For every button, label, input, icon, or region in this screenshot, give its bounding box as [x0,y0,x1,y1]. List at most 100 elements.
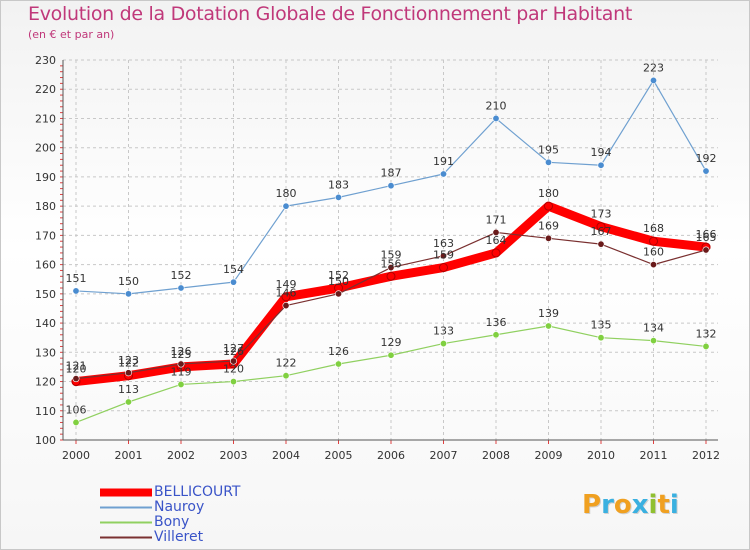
data-point-bellicourt [281,292,291,302]
x-tick-label: 2008 [482,449,510,462]
logo-letter: P [582,490,602,520]
data-label-nauroy: 183 [328,178,349,191]
data-label-bellicourt: 168 [643,222,664,235]
data-label-bony: 132 [696,327,717,340]
data-point-villeret [334,290,342,298]
data-label-bony: 133 [433,325,454,338]
data-point-villeret [544,234,552,242]
data-point-bony [125,398,133,406]
data-point-nauroy [177,284,185,292]
data-label-bellicourt: 166 [696,228,717,241]
y-tick-label: 200 [35,142,56,155]
logo-letter: i [669,490,679,520]
data-label-bellicourt: 159 [433,249,454,262]
data-point-bony [597,334,605,342]
x-tick-label: 2002 [167,449,195,462]
chart-title: Evolution de la Dotation Globale de Fonc… [28,3,633,25]
data-point-villeret [72,375,80,383]
data-label-villeret: 160 [643,246,664,259]
data-point-bony [230,378,238,386]
data-label-bellicourt: 126 [223,345,244,358]
data-point-bony [544,322,552,330]
y-tick-label: 120 [35,376,56,389]
data-label-villeret: 127 [223,342,244,355]
legend-label: Nauroy [154,499,205,515]
data-label-nauroy: 180 [276,187,297,200]
data-label-bony: 139 [538,307,559,320]
legend-swatch [100,506,152,509]
data-point-nauroy [282,202,290,210]
data-label-villeret: 167 [591,225,612,238]
data-label-bellicourt: 173 [591,208,612,221]
legend-item-nauroy: Nauroy [100,500,240,515]
data-point-bony [72,418,80,426]
data-point-bony [702,342,710,350]
data-label-nauroy: 150 [118,275,139,288]
data-point-nauroy [439,170,447,178]
data-label-bony: 134 [643,322,664,335]
data-label-bellicourt: 125 [171,348,192,361]
data-point-bony [334,360,342,368]
data-label-nauroy: 187 [381,167,402,180]
data-label-villeret: 150 [328,275,349,288]
data-label-bony: 113 [118,383,139,396]
y-tick-label: 160 [35,259,56,272]
data-label-nauroy: 223 [643,61,664,74]
data-label-villeret: 121 [66,360,87,373]
data-point-nauroy [597,161,605,169]
data-point-bellicourt [439,263,448,273]
x-tick-label: 2004 [272,449,300,462]
logo-letter: x [631,490,649,520]
data-point-villeret [492,228,500,236]
data-point-bony [492,331,500,339]
legend-item-bony: Bony [100,515,240,530]
data-point-bellicourt [649,236,658,246]
data-label-nauroy: 210 [486,99,507,112]
data-point-nauroy [649,76,657,84]
data-point-villeret [177,360,185,368]
data-label-villeret: 165 [696,231,717,244]
data-point-bellicourt [596,222,606,232]
x-tick-label: 2001 [115,449,143,462]
data-label-bony: 106 [66,403,87,416]
data-label-bony: 119 [171,365,192,378]
data-point-bellicourt [544,201,553,211]
legend-swatch [100,536,152,539]
x-tick-label: 2005 [325,449,353,462]
data-label-bellicourt: 152 [328,269,349,282]
data-label-villeret: 126 [171,345,192,358]
data-point-bellicourt [386,271,396,281]
y-tick-label: 220 [35,83,56,96]
data-point-bony [649,337,657,345]
x-tick-label: 2003 [220,449,248,462]
data-point-villeret [702,246,710,254]
x-tick-label: 2007 [430,449,458,462]
y-tick-label: 140 [35,317,56,330]
legend-label: BELLICOURT [154,484,241,500]
data-label-bony: 122 [276,357,297,370]
data-point-nauroy [334,193,342,201]
data-label-bellicourt: 149 [276,278,297,291]
data-point-nauroy [230,278,238,286]
chart-subtitle: (en € et par an) [28,28,115,41]
data-point-villeret [125,369,133,377]
data-label-villeret: 146 [276,287,297,300]
legend: BELLICOURT Nauroy Bony Villeret [100,485,240,545]
data-label-bellicourt: 122 [118,357,139,370]
data-point-nauroy [387,182,395,190]
x-tick-label: 2012 [692,449,720,462]
data-label-nauroy: 152 [171,269,192,282]
data-point-nauroy [72,287,80,295]
data-point-nauroy [492,114,500,122]
proxiti-logo: Proxiti [582,490,679,520]
x-tick-label: 2010 [587,449,615,462]
data-point-villeret [439,252,447,260]
y-tick-label: 190 [35,171,56,184]
y-tick-label: 110 [35,405,56,418]
data-point-bony [439,340,447,348]
data-label-villeret: 171 [486,213,507,226]
data-point-nauroy [702,167,710,175]
data-point-nauroy [544,158,552,166]
y-tick-label: 100 [35,434,56,447]
